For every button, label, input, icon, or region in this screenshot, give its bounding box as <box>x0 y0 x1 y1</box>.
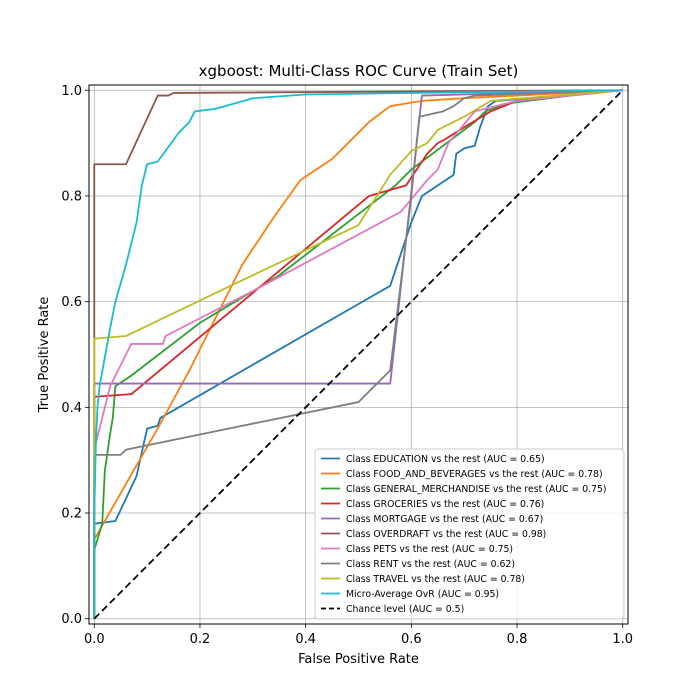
legend-label: Class OVERDRAFT vs the rest (AUC = 0.98) <box>346 529 546 540</box>
x-tick-label: 0.4 <box>295 632 316 647</box>
y-tick-label: 0.8 <box>61 189 82 204</box>
series-line-7 <box>93 89 623 619</box>
x-tick-label: 0.6 <box>401 632 422 647</box>
y-tick-label: 0.0 <box>61 612 82 627</box>
legend-label: Chance level (AUC = 0.5) <box>346 604 464 615</box>
legend-label: Class EDUCATION vs the rest (AUC = 0.65) <box>346 454 545 465</box>
series-line-3 <box>93 89 623 619</box>
x-tick-label: 0.2 <box>190 632 211 647</box>
series-line-8 <box>93 89 623 619</box>
series-line-10 <box>93 89 624 620</box>
legend-label: Micro-Average OvR (AUC = 0.95) <box>346 589 499 600</box>
y-tick-label: 1.0 <box>61 84 82 99</box>
series-line-6 <box>93 89 623 619</box>
legend-label: Class PETS vs the rest (AUC = 0.75) <box>346 544 513 555</box>
series-line-1 <box>93 89 623 619</box>
legend-label: Class MORTGAGE vs the rest (AUC = 0.67) <box>346 514 543 525</box>
x-axis-label: False Positive Rate <box>298 652 419 667</box>
chart-title: xgboost: Multi-Class ROC Curve (Train Se… <box>199 62 519 80</box>
legend-label: Class GROCERIES vs the rest (AUC = 0.76) <box>346 499 544 510</box>
x-tick-label: 0.0 <box>84 632 105 647</box>
series-lines <box>93 89 624 620</box>
plot-frame <box>88 84 629 625</box>
series-line-5 <box>93 89 623 619</box>
legend: Class EDUCATION vs the rest (AUC = 0.65)… <box>314 448 625 620</box>
x-tick-label: 1.0 <box>612 632 633 647</box>
legend-label: Class GENERAL_MERCHANDISE vs the rest (A… <box>346 484 607 495</box>
series-line-0 <box>93 89 623 619</box>
x-tick-label: 0.8 <box>507 632 528 647</box>
legend-box <box>314 448 625 620</box>
legend-label: Class RENT vs the rest (AUC = 0.62) <box>346 559 515 570</box>
legend-label: Class FOOD_AND_BEVERAGES vs the rest (AU… <box>346 469 603 480</box>
series-line-2 <box>93 89 623 619</box>
y-axis-label: True Positive Rate <box>37 297 52 414</box>
series-line-9 <box>93 89 623 619</box>
y-tick-label: 0.6 <box>61 295 82 310</box>
y-tick-label: 0.4 <box>61 401 82 416</box>
legend-label: Class TRAVEL vs the rest (AUC = 0.78) <box>346 574 525 585</box>
axis-ticks: 0.0 0.2 0.4 0.6 0.8 1.0 0.0 0.2 0.4 0.6 0.8 1.0 <box>61 84 633 647</box>
y-tick-label: 0.2 <box>61 507 82 522</box>
